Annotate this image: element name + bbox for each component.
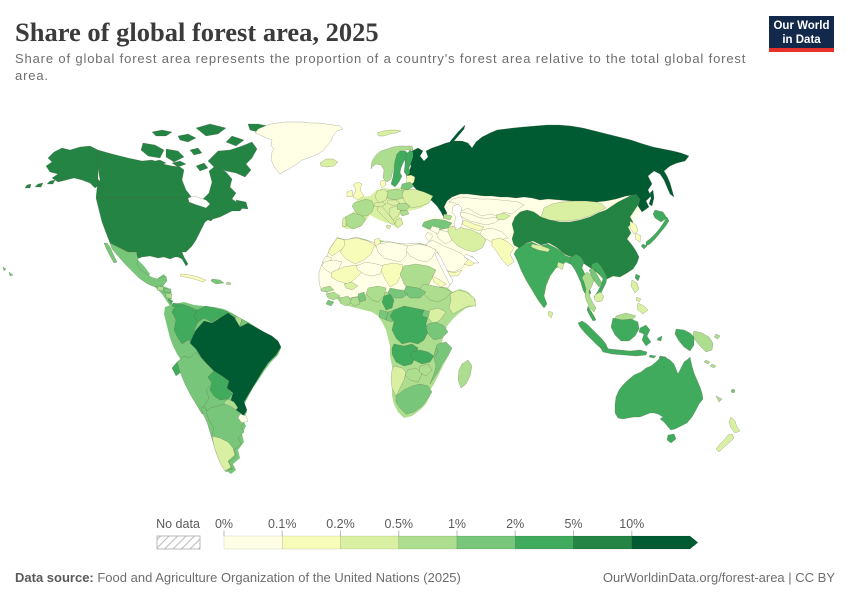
svg-text:1%: 1% <box>448 517 466 531</box>
svg-text:0.1%: 0.1% <box>268 517 297 531</box>
svg-text:5%: 5% <box>564 517 582 531</box>
svg-text:0%: 0% <box>215 517 233 531</box>
svg-text:No data: No data <box>156 517 200 531</box>
svg-text:2%: 2% <box>506 517 524 531</box>
svg-text:10%: 10% <box>619 517 644 531</box>
svg-text:0.5%: 0.5% <box>385 517 414 531</box>
svg-text:0.2%: 0.2% <box>326 517 355 531</box>
